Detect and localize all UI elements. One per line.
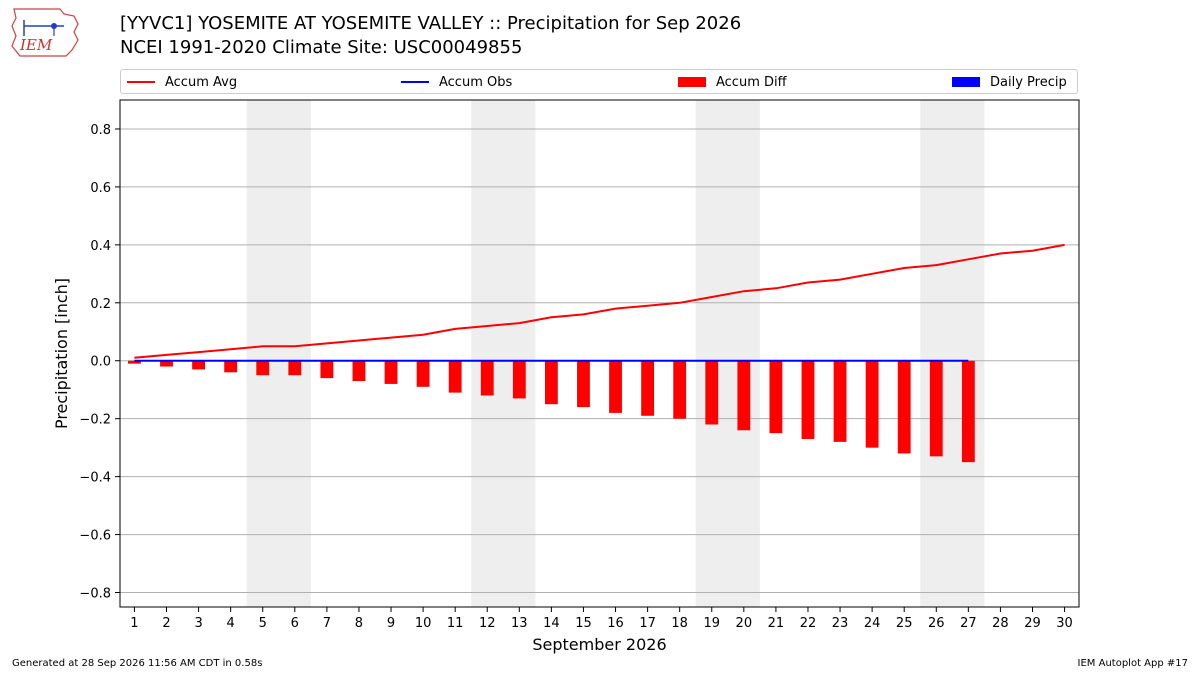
bar-accum-diff xyxy=(961,360,975,463)
legend-label: Accum Obs xyxy=(439,74,513,90)
bar-accum-diff xyxy=(224,360,238,373)
bar-accum-diff xyxy=(801,360,815,439)
bar-accum-diff xyxy=(352,360,366,382)
x-tick-label: 18 xyxy=(671,616,688,631)
legend-swatch xyxy=(952,77,980,87)
logo-text: IEM xyxy=(19,36,53,54)
x-tick-label: 9 xyxy=(387,616,395,631)
bar-accum-diff xyxy=(160,360,173,367)
legend-item-accum-obs: Accum Obs xyxy=(401,73,512,91)
bar-accum-diff xyxy=(288,360,302,376)
line-accum-avg xyxy=(134,243,1065,359)
x-tick-label: 7 xyxy=(323,616,331,631)
x-tick-label: 3 xyxy=(194,616,202,631)
generated-note: Generated at 28 Sep 2026 11:56 AM CDT in… xyxy=(12,658,263,669)
bar-accum-diff xyxy=(480,360,494,396)
y-tick-label: 0.4 xyxy=(90,239,111,254)
y-tick-label: −0.4 xyxy=(79,471,111,486)
x-tick-label: 24 xyxy=(864,616,881,631)
x-tick-label: 22 xyxy=(800,616,817,631)
x-tick-label: 30 xyxy=(1056,616,1073,631)
legend-item-daily-precip: Daily Precip xyxy=(952,73,1067,91)
bar-accum-diff xyxy=(897,360,911,454)
x-tick-label: 16 xyxy=(607,616,624,631)
x-tick-label: 13 xyxy=(511,616,528,631)
bar-accum-diff xyxy=(865,360,879,448)
x-tick-label: 12 xyxy=(479,616,496,631)
bar-accum-diff xyxy=(448,360,462,393)
x-tick-label: 26 xyxy=(928,616,945,631)
bar-accum-diff xyxy=(769,360,783,434)
legend-label: Accum Diff xyxy=(716,74,787,90)
iem-logo: IEM xyxy=(11,8,79,57)
bar-accum-diff xyxy=(320,360,334,379)
app-note: IEM Autoplot App #17 xyxy=(1077,658,1188,669)
x-tick-label: 10 xyxy=(415,616,432,631)
weekend-band xyxy=(471,100,536,607)
legend-item-accum-avg: Accum Avg xyxy=(127,73,237,91)
x-tick-label: 15 xyxy=(575,616,592,631)
bar-accum-diff xyxy=(929,360,943,457)
y-tick-label: 0.2 xyxy=(90,297,111,312)
bar-accum-diff xyxy=(128,360,141,364)
weekend-band xyxy=(920,100,985,607)
x-tick-label: 1 xyxy=(130,616,138,631)
bar-accum-diff xyxy=(544,360,558,405)
plot-frame xyxy=(119,99,1080,608)
bar-accum-diff xyxy=(673,360,687,419)
bar-accum-diff xyxy=(705,360,719,425)
legend-label: Daily Precip xyxy=(990,74,1067,90)
legend-label: Accum Avg xyxy=(165,74,238,90)
x-tick-label: 23 xyxy=(832,616,849,631)
x-tick-label: 19 xyxy=(703,616,720,631)
y-tick-label: 0.8 xyxy=(90,123,111,138)
y-tick-label: 0.0 xyxy=(90,355,111,370)
x-tick-label: 4 xyxy=(227,616,235,631)
bar-accum-diff xyxy=(833,360,847,442)
weekend-band xyxy=(246,100,311,607)
x-axis-label: September 2026 xyxy=(532,635,666,654)
y-tick-label: 0.6 xyxy=(90,181,111,196)
bar-accum-diff xyxy=(737,360,751,431)
legend-item-accum-diff: Accum Diff xyxy=(678,73,787,91)
bar-accum-diff xyxy=(256,360,270,376)
bar-accum-diff xyxy=(577,360,590,408)
bar-accum-diff xyxy=(192,360,205,370)
x-tick-label: 11 xyxy=(447,616,464,631)
chart-title: [YYVC1] YOSEMITE AT YOSEMITE VALLEY :: P… xyxy=(120,13,742,34)
legend-swatch xyxy=(401,81,429,83)
x-tick-label: 8 xyxy=(355,616,363,631)
legend-swatch xyxy=(678,77,706,87)
weekend-band xyxy=(695,100,760,607)
y-tick-label: −0.8 xyxy=(79,587,111,602)
bar-accum-diff xyxy=(609,360,622,413)
x-tick-label: 6 xyxy=(291,616,299,631)
bar-accum-diff xyxy=(416,360,430,387)
x-tick-label: 28 xyxy=(992,616,1009,631)
chart-subtitle: NCEI 1991-2020 Climate Site: USC00049855 xyxy=(120,37,523,58)
x-tick-label: 25 xyxy=(896,616,913,631)
x-tick-label: 17 xyxy=(639,616,656,631)
x-tick-label: 14 xyxy=(543,616,560,631)
legend-swatch xyxy=(127,81,155,83)
x-tick-label: 2 xyxy=(162,616,170,631)
x-tick-label: 29 xyxy=(1024,616,1041,631)
y-tick-label: −0.6 xyxy=(79,529,111,544)
legend: Accum Avg Accum Obs Accum Diff Daily Pre… xyxy=(120,69,1078,94)
y-tick-label: −0.2 xyxy=(79,413,111,428)
y-axis-label: Precipitation [inch] xyxy=(52,278,71,429)
bar-accum-diff xyxy=(641,360,655,416)
bar-accum-diff xyxy=(512,360,526,399)
x-tick-label: 21 xyxy=(768,616,785,631)
x-tick-label: 20 xyxy=(736,616,753,631)
x-tick-label: 27 xyxy=(960,616,977,631)
bar-accum-diff xyxy=(384,360,398,384)
x-tick-label: 5 xyxy=(259,616,267,631)
